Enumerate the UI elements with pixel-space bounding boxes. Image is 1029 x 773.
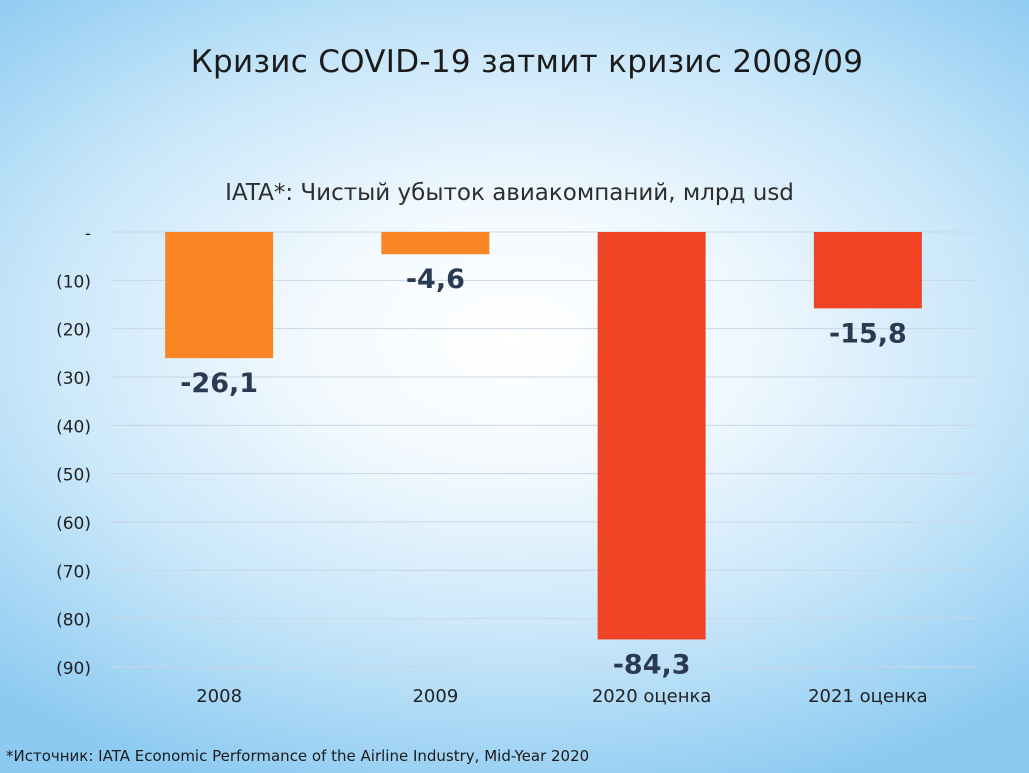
y-tick-label: (60) <box>56 514 91 534</box>
slide-title: Кризис COVID-19 затмит кризис 2008/09 <box>190 44 864 80</box>
x-tick-label: 2021 оценка <box>808 686 928 707</box>
bar <box>597 232 706 640</box>
data-label: -84,3 <box>613 649 691 680</box>
data-label: -4,6 <box>406 264 465 295</box>
y-tick-label: (50) <box>56 466 91 486</box>
y-tick-label: (30) <box>56 369 91 389</box>
y-tick-label: (70) <box>56 562 91 582</box>
x-tick-label: 2020 оценка <box>592 686 712 707</box>
y-tick-label: (40) <box>56 417 91 437</box>
source-footnote: *Источник: IATA Economic Performance of … <box>6 747 590 765</box>
x-tick-label: 2008 <box>196 686 242 707</box>
data-label: -26,1 <box>180 368 258 399</box>
chart-title: IATA*: Чистый убыток авиакомпаний, млрд … <box>225 180 794 206</box>
bar <box>813 232 922 309</box>
bar <box>381 232 490 255</box>
y-tick-label: (10) <box>56 272 91 292</box>
y-tick-label: (80) <box>56 611 91 631</box>
y-tick-label: (20) <box>56 321 91 341</box>
y-tick-label: - <box>85 224 91 244</box>
x-tick-label: 2009 <box>412 686 458 707</box>
data-label: -15,8 <box>829 318 907 349</box>
y-tick-label: (90) <box>56 659 91 679</box>
bar <box>165 232 274 359</box>
